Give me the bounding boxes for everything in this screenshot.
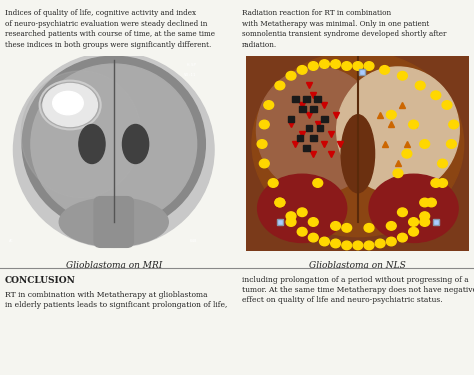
Circle shape	[386, 111, 396, 119]
Circle shape	[420, 198, 429, 207]
Circle shape	[297, 208, 307, 216]
Bar	[297, 135, 303, 141]
Circle shape	[331, 222, 340, 230]
Text: RT in combination with Metatherapy at glioblastoma
in elderly patients leads to : RT in combination with Metatherapy at gl…	[5, 291, 227, 309]
Circle shape	[275, 198, 285, 207]
Circle shape	[386, 222, 396, 230]
Circle shape	[286, 72, 296, 80]
Circle shape	[398, 233, 407, 242]
Circle shape	[427, 198, 436, 207]
Circle shape	[364, 224, 374, 232]
Circle shape	[375, 239, 385, 248]
Circle shape	[386, 237, 396, 246]
Text: Glioblastoma on MRI: Glioblastoma on MRI	[65, 261, 162, 270]
Text: Glioblastoma on NLS: Glioblastoma on NLS	[310, 261, 406, 270]
Bar	[303, 145, 310, 151]
Circle shape	[342, 62, 352, 70]
Circle shape	[353, 62, 363, 70]
Circle shape	[331, 239, 340, 248]
Text: including prolongation of a period without progressing of a
tumor. At the same t: including prolongation of a period witho…	[242, 276, 474, 304]
Circle shape	[319, 237, 329, 246]
Circle shape	[268, 179, 278, 187]
Bar	[321, 116, 328, 122]
Circle shape	[409, 120, 419, 129]
Circle shape	[264, 101, 273, 109]
Bar	[310, 106, 317, 112]
Circle shape	[380, 66, 390, 74]
Circle shape	[275, 81, 285, 90]
Circle shape	[319, 60, 329, 68]
Circle shape	[297, 66, 307, 74]
Circle shape	[259, 120, 269, 129]
Circle shape	[275, 198, 285, 207]
Circle shape	[438, 179, 447, 187]
Circle shape	[393, 169, 403, 177]
Circle shape	[409, 228, 419, 236]
Circle shape	[420, 218, 429, 226]
Text: Radiation reaction for RT in combination
with Metatherapy was minimal. Only in o: Radiation reaction for RT in combination…	[242, 9, 446, 49]
Ellipse shape	[43, 84, 98, 126]
Circle shape	[431, 91, 441, 99]
FancyBboxPatch shape	[94, 196, 133, 248]
Circle shape	[420, 140, 429, 148]
Circle shape	[398, 208, 407, 216]
Ellipse shape	[79, 124, 105, 164]
Circle shape	[415, 81, 425, 90]
Text: AC: AC	[9, 238, 14, 243]
Circle shape	[353, 241, 363, 250]
Ellipse shape	[337, 67, 459, 194]
Circle shape	[309, 218, 318, 226]
FancyBboxPatch shape	[240, 50, 474, 257]
Circle shape	[257, 140, 267, 148]
Circle shape	[364, 62, 374, 70]
Circle shape	[438, 159, 447, 168]
Circle shape	[259, 159, 269, 168]
Ellipse shape	[59, 198, 168, 246]
Circle shape	[447, 140, 456, 148]
Text: H-SP: H-SP	[187, 63, 197, 67]
Circle shape	[309, 62, 318, 70]
Ellipse shape	[122, 124, 149, 164]
Circle shape	[398, 72, 407, 80]
Text: Indices of quality of life, cognitive activity and index
of neuro-psychiatric ev: Indices of quality of life, cognitive ac…	[5, 9, 215, 49]
Circle shape	[402, 150, 412, 158]
Bar	[303, 96, 310, 102]
Circle shape	[297, 228, 307, 236]
Circle shape	[286, 218, 296, 226]
Circle shape	[409, 218, 419, 226]
Ellipse shape	[22, 56, 205, 232]
Circle shape	[309, 233, 318, 242]
Text: CONCLUSION: CONCLUSION	[5, 276, 76, 285]
Bar	[317, 126, 323, 131]
Circle shape	[313, 179, 323, 187]
Ellipse shape	[31, 64, 197, 224]
Bar	[314, 96, 321, 102]
Circle shape	[331, 60, 340, 68]
Ellipse shape	[252, 51, 464, 237]
Circle shape	[342, 241, 352, 250]
Ellipse shape	[341, 115, 374, 193]
Ellipse shape	[13, 53, 214, 248]
Ellipse shape	[258, 174, 346, 243]
Circle shape	[431, 179, 441, 187]
Bar	[288, 116, 294, 122]
Circle shape	[342, 224, 352, 232]
Bar	[299, 106, 306, 112]
Bar	[306, 126, 312, 131]
Circle shape	[449, 120, 458, 129]
Circle shape	[364, 241, 374, 250]
Bar	[292, 96, 299, 102]
Text: 648: 648	[190, 238, 198, 243]
Ellipse shape	[256, 67, 379, 194]
Circle shape	[286, 212, 296, 220]
Circle shape	[442, 101, 452, 109]
Ellipse shape	[53, 92, 83, 115]
Ellipse shape	[21, 71, 141, 198]
Bar	[310, 135, 317, 141]
Text: V3:11: V3:11	[184, 73, 197, 77]
Ellipse shape	[369, 174, 458, 243]
Circle shape	[420, 212, 429, 220]
